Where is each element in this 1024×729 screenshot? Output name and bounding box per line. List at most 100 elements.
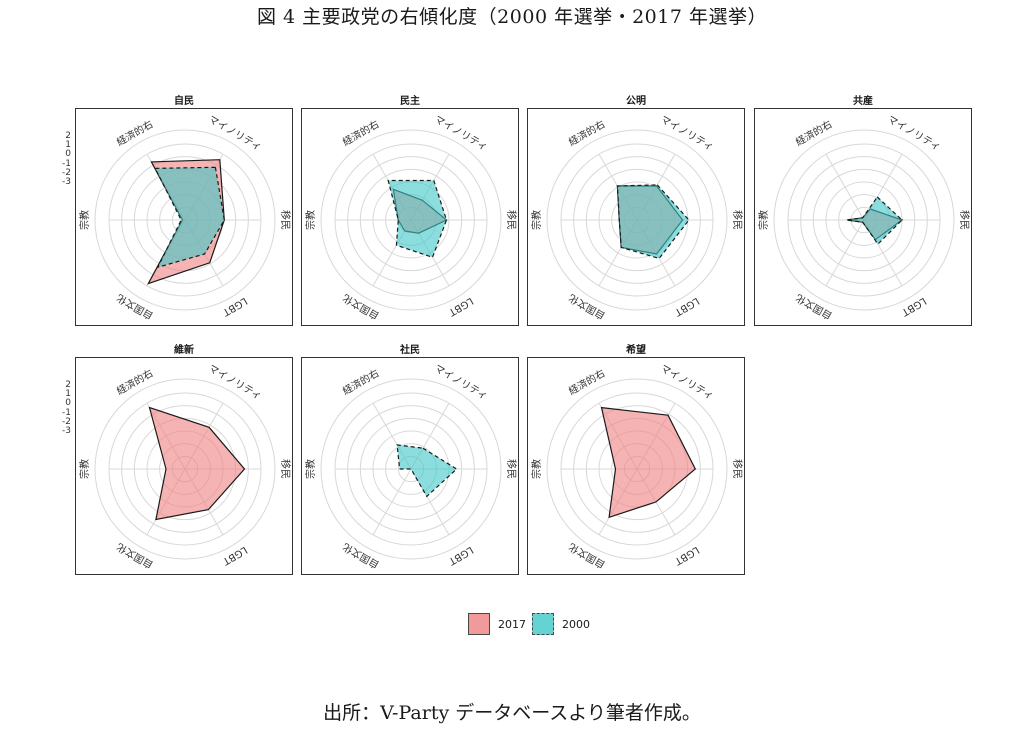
grid-ring (108, 392, 262, 546)
axis-label-4: 宗教 (757, 210, 770, 230)
grid-ring-outer (546, 129, 728, 311)
axis-label-3: 自国文化 (340, 291, 381, 322)
y-tick-label: 2 (65, 380, 71, 390)
figure-title: 図 4 主要政党の右傾化度（2000 年選挙・2017 年選挙） (257, 6, 767, 28)
axis-label-1: 移民 (505, 459, 518, 479)
axis-label-5: 経済的右 (340, 117, 381, 148)
y-tick-label: -2 (62, 416, 71, 427)
axis-label-5: 経済的右 (793, 117, 834, 148)
axis-label-0: マイノリティ (658, 114, 715, 153)
axis-label-4: 宗教 (530, 459, 543, 479)
legend-label-2017: 2017 (498, 618, 526, 631)
panel-title-1: 民主 (400, 96, 420, 107)
y-tick-label: 2 (65, 131, 71, 141)
grid-ring (560, 392, 714, 546)
radar-panel-0: マイノリティ移民 LGBT 自国文化 宗教 経済的右 (75, 108, 293, 326)
axis-label-3: 自国文化 (114, 540, 155, 571)
panel-title-5: 社民 (400, 345, 420, 356)
axis-label-0: マイノリティ (432, 114, 489, 153)
series-2000-polygon (387, 179, 448, 259)
panel-title-0: 自民 (174, 96, 194, 107)
axis-label-2: LGBT (446, 544, 475, 567)
axis-label-0: マイノリティ (658, 363, 715, 402)
y-tick-label: -1 (62, 158, 71, 169)
radar-panel-6: マイノリティ移民 LGBT 自国文化 宗教 経済的右 (527, 357, 745, 575)
axis-label-0: マイノリティ (206, 363, 263, 402)
spoke-5 (825, 153, 865, 221)
y-tick-label: -1 (62, 407, 71, 418)
grid-ring-outer (320, 129, 502, 311)
axis-label-4: 宗教 (530, 210, 543, 230)
y-tick-label: 1 (65, 389, 71, 400)
axis-label-2: LGBT (220, 295, 249, 318)
axis-label-5: 経済的右 (114, 117, 155, 148)
grid-ring-outer (94, 129, 276, 311)
panel-title-4: 維新 (174, 345, 194, 356)
figure-source: 出所：V-Party データベースより筆者作成。 (323, 702, 701, 724)
axis-label-2: LGBT (220, 544, 249, 567)
axis-label-1: 移民 (279, 210, 292, 230)
spoke-3 (372, 468, 412, 536)
axis-label-3: 自国文化 (793, 291, 834, 322)
grid-ring (787, 143, 941, 297)
y-tick-label: -3 (62, 177, 71, 187)
axis-label-5: 経済的右 (340, 366, 381, 397)
grid-ring-outer (320, 378, 502, 560)
panel-title-6: 希望 (626, 345, 646, 356)
panel-title-2: 公明 (626, 96, 646, 107)
y-tick-label: -3 (62, 426, 71, 436)
series-2017-polygon (148, 406, 246, 521)
axis-label-0: マイノリティ (432, 363, 489, 402)
radar-panel-5: マイノリティ移民 LGBT 自国文化 宗教 経済的右 (301, 357, 519, 575)
axis-label-3: 自国文化 (566, 291, 607, 322)
axis-label-0: マイノリティ (885, 114, 942, 153)
axis-label-3: 自国文化 (566, 540, 607, 571)
grid-ring (108, 143, 262, 297)
axis-label-4: 宗教 (78, 210, 91, 230)
axis-label-1: 移民 (279, 459, 292, 479)
grid-ring (334, 143, 488, 297)
axis-label-4: 宗教 (78, 459, 91, 479)
axis-label-3: 自国文化 (114, 291, 155, 322)
grid-ring-outer (546, 378, 728, 560)
axis-label-1: 移民 (731, 459, 744, 479)
radar-panel-1: マイノリティ 移民 LGBT 自国文化 宗教 経済的右 (301, 108, 519, 326)
axis-label-1: 移民 (958, 210, 971, 230)
legend-key-2000 (532, 613, 554, 635)
radar-panel-2: マイノリティ 移民 LGBT 自国文化 宗教 経済的右 (527, 108, 745, 326)
legend-label-2000: 2000 (562, 618, 590, 631)
series-2000-polygon (846, 196, 903, 246)
axis-label-1: 移民 (505, 210, 518, 230)
y-tick-label: 1 (65, 140, 71, 151)
axis-label-3: 自国文化 (340, 540, 381, 571)
series-2000-polygon (616, 184, 690, 260)
axis-label-5: 経済的右 (566, 366, 607, 397)
axis-label-4: 宗教 (304, 459, 317, 479)
grid-ring (334, 392, 488, 546)
series-2000-polygon (154, 166, 225, 269)
series-2017-polygon (600, 406, 697, 519)
legend-key-2017 (468, 613, 490, 635)
y-tick-label: 0 (65, 398, 71, 409)
grid-ring (560, 143, 714, 297)
series-2000-polygon (396, 444, 458, 498)
axis-label-0: マイノリティ (206, 114, 263, 153)
grid-ring-outer (94, 378, 276, 560)
grid-ring-outer (773, 129, 955, 311)
axis-label-1: 移民 (731, 210, 744, 230)
radar-panel-3: マイノリティ移民 LGBT 自国文化 宗教 経済的右 (754, 108, 972, 326)
axis-label-2: LGBT (899, 295, 928, 318)
spoke-3 (825, 219, 865, 287)
y-tick-label: 0 (65, 149, 71, 160)
axis-label-2: LGBT (446, 295, 475, 318)
axis-label-5: 経済的右 (114, 366, 155, 397)
axis-label-2: LGBT (672, 544, 701, 567)
axis-label-5: 経済的右 (566, 117, 607, 148)
